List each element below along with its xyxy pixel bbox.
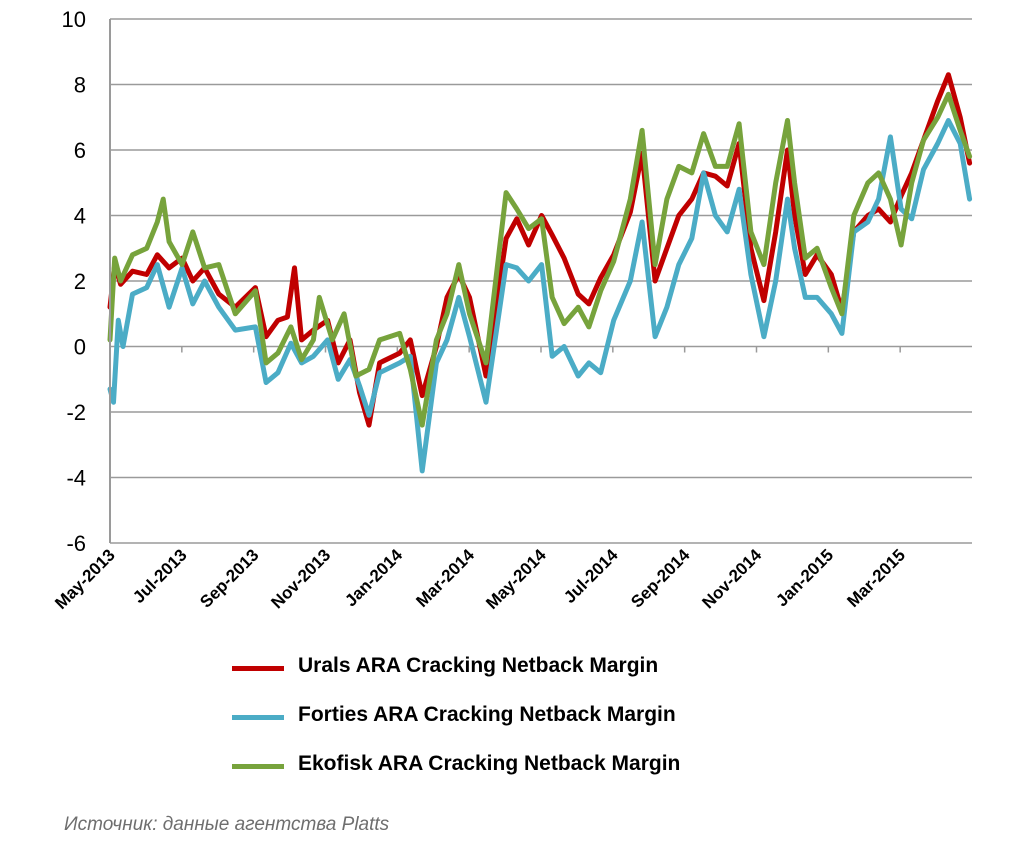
y-tick-label: 2 (74, 269, 86, 294)
legend-label-urals: Urals ARA Cracking Netback Margin (298, 654, 659, 677)
x-tick-label: Jan-2014 (341, 545, 406, 610)
x-tick-label: Nov-2014 (698, 545, 765, 612)
x-tick-label: Jul-2013 (129, 545, 191, 607)
legend-label-ekofisk: Ekofisk ARA Cracking Netback Margin (298, 752, 681, 775)
y-tick-label: -4 (66, 466, 86, 491)
source-note: Источник: данные агентства Platts (64, 814, 390, 835)
legend-label-forties: Forties ARA Cracking Netback Margin (298, 703, 676, 726)
legend-swatch-forties (232, 715, 284, 720)
x-tick-label: May-2014 (482, 545, 550, 613)
x-tick-label: Mar-2015 (843, 545, 909, 611)
x-tick-label: Nov-2013 (267, 545, 334, 612)
y-tick-label: 4 (74, 204, 86, 229)
y-axis-ticks: -6 -4 -2 0 2 4 6 8 10 (62, 7, 86, 556)
series-line-1 (107, 118, 973, 474)
y-tick-label: 10 (62, 7, 86, 32)
y-tick-label: 8 (74, 73, 86, 98)
x-tick-label: Jan-2015 (772, 545, 837, 610)
x-tick-label: Jul-2014 (560, 545, 622, 607)
series-line-2 (107, 91, 973, 428)
series-lines (107, 72, 973, 474)
x-tick-label: Sep-2014 (627, 545, 694, 612)
y-tick-label: 6 (74, 138, 86, 163)
y-tick-label: 0 (74, 335, 86, 360)
x-tick-label: Sep-2013 (196, 545, 262, 611)
y-tick-label: -2 (66, 400, 86, 425)
legend-swatch-ekofisk (232, 764, 284, 769)
y-tick-label: -6 (66, 531, 86, 556)
x-tick-label: Mar-2014 (412, 545, 478, 611)
series-line-0 (107, 72, 973, 428)
legend-swatch-urals (232, 666, 284, 671)
